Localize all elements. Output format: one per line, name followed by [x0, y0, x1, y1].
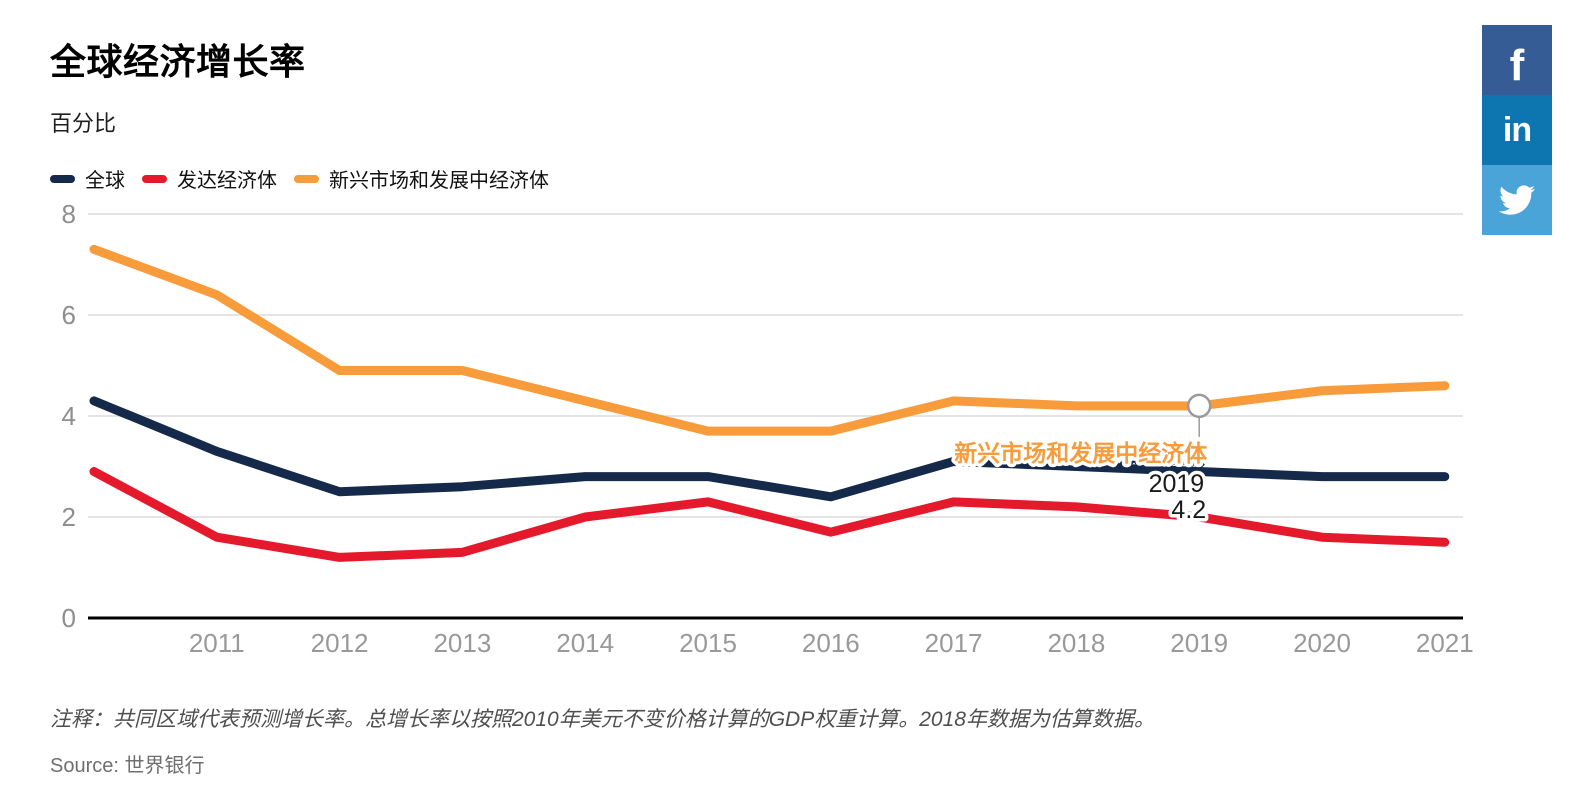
social-share-bar: f in [1482, 25, 1552, 235]
y-tick-label: 2 [62, 502, 76, 532]
x-tick-label: 2015 [679, 628, 737, 658]
x-tick-label: 2011 [189, 628, 245, 658]
series-line-全球[interactable] [89, 396, 1450, 502]
chart-source: Source: 世界银行 [50, 749, 205, 778]
twitter-share-button[interactable] [1482, 165, 1552, 235]
data-point-marker[interactable] [1186, 393, 1212, 419]
legend-label-world: 全球 [85, 170, 125, 192]
linkedin-icon: in [1502, 110, 1532, 149]
x-tick-label: 2016 [802, 628, 860, 658]
x-tick-label: 2014 [556, 628, 614, 658]
facebook-icon: f [1509, 41, 1525, 90]
forecast-hatch-band [993, 453, 1205, 471]
source-label: Source: [50, 755, 119, 777]
x-tick-label: 2017 [925, 628, 983, 658]
legend-item-advanced-economies: 发达经济体 [142, 164, 277, 193]
chart-unit-label: 百分比 [50, 111, 117, 136]
x-tick-label: 2020 [1293, 628, 1351, 658]
legend-label-emerging-markets: 新兴市场和发展中经济体 [329, 170, 549, 192]
advanced-economies-series-swatch [142, 174, 167, 183]
source-value: 世界银行 [124, 755, 205, 777]
chart-legend: 全球 发达经济体 新兴市场和发展中经济体 [50, 164, 549, 193]
y-tick-label: 8 [62, 199, 76, 229]
legend-item-emerging-markets: 新兴市场和发展中经济体 [294, 164, 549, 193]
linkedin-share-button[interactable]: in [1482, 95, 1552, 165]
emerging-markets-series-swatch [294, 174, 319, 183]
page-title: 全球经济增长率 [50, 41, 306, 82]
x-tick-label: 2013 [433, 628, 491, 658]
series-line-发达经济体[interactable] [89, 467, 1450, 562]
tooltip-value-label: 4.2 [1171, 496, 1206, 524]
x-tick-label: 2019 [1170, 628, 1228, 658]
x-tick-label: 2018 [1047, 628, 1105, 658]
y-tick-label: 0 [62, 603, 76, 633]
y-tick-label: 4 [62, 401, 76, 431]
tooltip-series-label: 新兴市场和发展中经济体 [954, 440, 1208, 466]
chart-footnote: 注释：共同区域代表预测增长率。总增长率以按照2010年美元不变价格计算的GDP权… [50, 708, 1155, 731]
x-tick-label: 2021 [1416, 628, 1474, 658]
tooltip-year-label: 2019 [1149, 470, 1205, 498]
x-tick-label: 2012 [311, 628, 369, 658]
world-series-swatch [50, 174, 75, 183]
series-line-新兴市场和发展中经济体[interactable] [89, 244, 1450, 436]
facebook-share-button[interactable]: f [1482, 25, 1552, 95]
twitter-bird-icon [1499, 185, 1535, 215]
legend-item-world: 全球 [50, 164, 125, 193]
y-tick-label: 6 [62, 300, 76, 330]
legend-label-advanced-economies: 发达经济体 [177, 170, 277, 192]
